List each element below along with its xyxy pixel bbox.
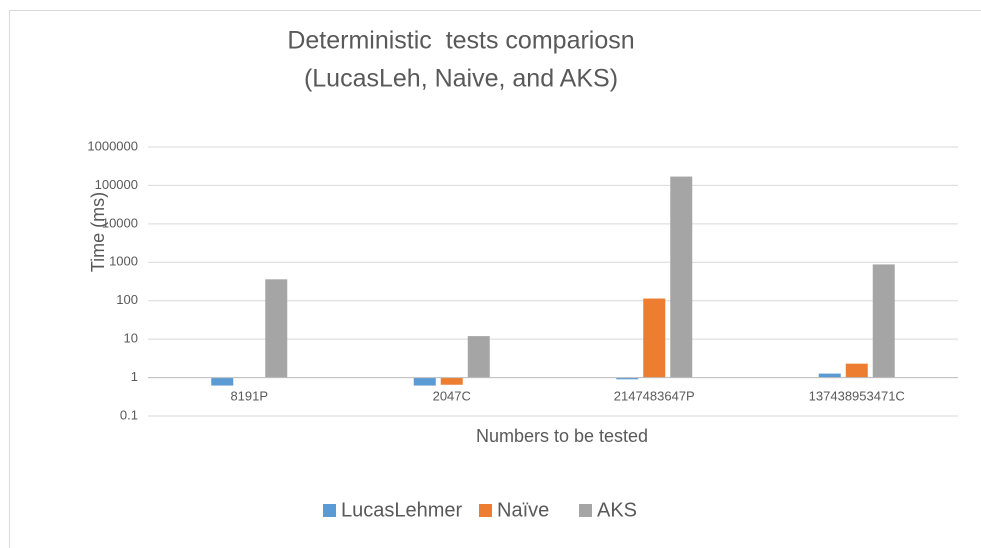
bar — [845, 363, 868, 378]
legend-label: Naïve — [497, 499, 549, 521]
y-tick-label: 10 — [124, 331, 138, 346]
bar — [872, 264, 895, 378]
y-tick-label: 1000 — [109, 254, 138, 269]
x-tick-label: 8191P — [230, 388, 268, 403]
bar — [616, 377, 639, 380]
y-tick-label: 10000 — [102, 215, 138, 230]
y-tick-label: 0.1 — [120, 407, 138, 422]
legend-swatch — [579, 504, 592, 517]
x-axis-title: Numbers to be tested — [476, 426, 648, 446]
legend-label: AKS — [597, 499, 637, 521]
y-tick-label: 1000000 — [87, 138, 138, 153]
bar — [440, 377, 463, 385]
chart-subtitle: (LucasLeh, Naive, and AKS) — [304, 65, 618, 93]
bar — [818, 373, 841, 378]
x-tick-label: 2047C — [433, 388, 471, 403]
chart-title: Deterministic tests compariosn — [287, 27, 634, 55]
legend-swatch — [323, 504, 336, 517]
x-tick-label: 2147483647P — [614, 388, 695, 403]
legend-label: LucasLehmer — [341, 499, 463, 521]
y-tick-label: 100 — [116, 292, 138, 307]
legend-swatch — [479, 504, 492, 517]
bar — [211, 377, 234, 386]
y-axis-title: Time (ms) — [88, 192, 108, 272]
y-tick-label: 1 — [131, 369, 138, 384]
bar — [265, 279, 288, 378]
x-tick-label: 137438953471C — [809, 388, 905, 403]
y-tick-label: 100000 — [95, 177, 138, 192]
bar — [467, 336, 490, 378]
bar — [413, 377, 436, 386]
bar — [643, 298, 666, 378]
bar — [670, 176, 693, 378]
